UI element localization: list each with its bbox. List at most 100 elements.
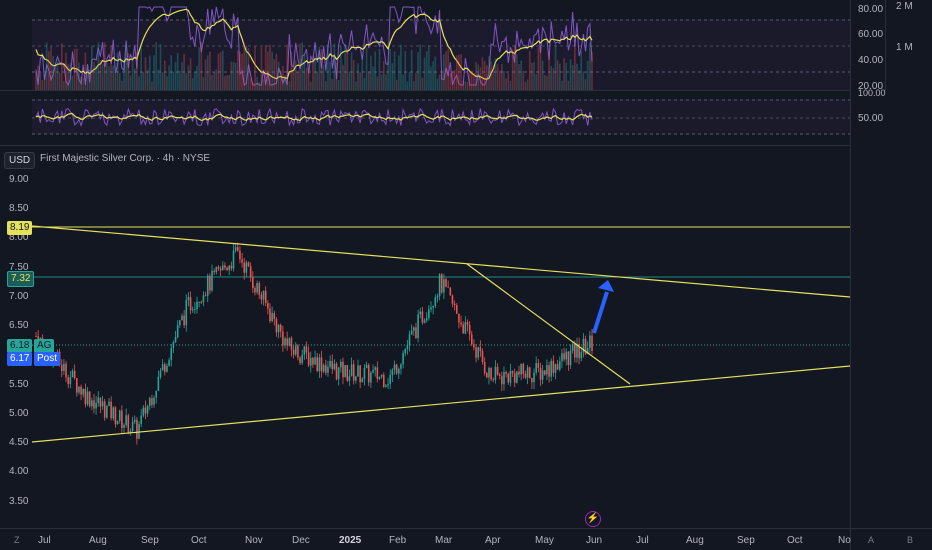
candle-body xyxy=(294,345,297,355)
volume-bar xyxy=(136,52,138,90)
rsi-axis-20: 20.00 xyxy=(858,81,884,92)
volume-bar xyxy=(151,81,153,90)
volume-bar xyxy=(432,61,434,90)
volume-bar xyxy=(301,42,303,90)
lightning-icon[interactable]: ⚡ xyxy=(585,511,601,527)
volume-bar xyxy=(43,74,46,90)
volume-bar xyxy=(367,71,370,90)
volume-bar xyxy=(170,55,173,90)
volume-bar xyxy=(337,80,340,90)
volume-bar xyxy=(453,69,456,90)
price-tag-732[interactable]: 7.32 xyxy=(7,271,35,287)
price-scale[interactable] xyxy=(850,0,932,550)
volume-bar xyxy=(417,52,419,90)
candle-body xyxy=(397,368,400,374)
candle-body xyxy=(451,295,454,304)
descending-trendline[interactable] xyxy=(466,263,631,385)
candle-body xyxy=(335,363,338,380)
volume-bar xyxy=(168,65,170,90)
volume-bar xyxy=(486,65,488,90)
candle-body xyxy=(275,319,278,333)
projection-arrow-shaft[interactable] xyxy=(592,291,609,334)
pane-separator-1[interactable] xyxy=(0,90,850,91)
candle-body xyxy=(423,320,426,323)
rsi-axis-80: 80.00 xyxy=(858,4,884,15)
volume-bar xyxy=(191,78,194,90)
candle-body xyxy=(329,360,331,367)
volume-bar xyxy=(404,51,407,90)
timezone-corner-label[interactable]: Z xyxy=(14,535,20,545)
volume-scale[interactable] xyxy=(885,0,932,90)
volume-bar xyxy=(318,46,321,90)
candle-body xyxy=(73,370,76,379)
candle-body xyxy=(159,370,162,378)
volume-bar xyxy=(140,47,142,90)
volume-bar xyxy=(275,53,278,90)
time-scale[interactable] xyxy=(0,528,932,550)
candle-body xyxy=(539,367,542,380)
volume-bar xyxy=(322,64,325,90)
volume-bar xyxy=(48,51,50,90)
volume-bar xyxy=(245,45,248,90)
candle-body xyxy=(303,346,306,355)
volume-bar xyxy=(121,80,123,90)
volume-bar xyxy=(196,66,198,90)
candle-body xyxy=(277,324,280,333)
price-tag-819[interactable]: 8.19 xyxy=(7,221,33,235)
candle-body xyxy=(537,363,540,368)
volume-bar xyxy=(254,45,256,90)
candle-body xyxy=(99,397,102,407)
volume-bar xyxy=(282,65,284,90)
volume-bar xyxy=(101,64,104,90)
post-market-label: Post xyxy=(34,352,61,366)
volume-bar xyxy=(481,57,484,90)
volume-bar xyxy=(88,69,91,90)
candle-body xyxy=(314,357,316,365)
candle-body xyxy=(67,377,70,385)
volume-bar xyxy=(333,43,336,90)
candle-body xyxy=(131,421,134,431)
volume-bar xyxy=(292,62,295,90)
candle-body xyxy=(580,351,583,359)
projection-arrow-head[interactable] xyxy=(598,280,614,292)
candle-body xyxy=(78,386,80,393)
candle-body xyxy=(176,325,179,338)
volume-bar xyxy=(539,47,542,90)
volume-bar xyxy=(348,71,351,90)
upper-trendline[interactable] xyxy=(31,225,851,298)
volume-bar xyxy=(161,72,164,90)
pane-separator-2[interactable] xyxy=(0,145,850,146)
candle-body xyxy=(228,265,231,271)
volume-bar xyxy=(464,81,467,90)
volume-bar xyxy=(110,45,112,90)
volume-bar xyxy=(589,42,591,90)
candle-body xyxy=(466,322,469,325)
volume-bar xyxy=(320,49,323,90)
candle-body xyxy=(166,365,168,372)
volume-bar xyxy=(256,77,258,90)
log-scale-button[interactable]: B xyxy=(907,535,914,545)
candle-body xyxy=(436,296,439,298)
candle-body xyxy=(219,268,222,271)
volume-bar xyxy=(434,56,437,90)
candle-body xyxy=(395,364,398,374)
volume-bar xyxy=(400,44,402,90)
lower-trendline[interactable] xyxy=(31,365,851,443)
chart-legend-title[interactable]: First Majestic Silver Corp. · 4h · NYSE xyxy=(40,153,211,164)
volume-bar xyxy=(198,47,200,90)
volume-bar xyxy=(243,42,246,90)
candle-body xyxy=(286,338,288,346)
candle-body xyxy=(533,372,535,383)
candle-body xyxy=(528,367,531,379)
candle-body xyxy=(385,385,387,387)
volume-bar xyxy=(387,61,389,90)
candle-body xyxy=(344,365,346,378)
currency-button[interactable]: USD xyxy=(4,152,36,169)
time-label-jun: Jun xyxy=(586,535,603,546)
auto-scale-button[interactable]: A xyxy=(868,535,875,545)
volume-bar xyxy=(503,71,505,90)
volume-bar xyxy=(516,54,518,90)
candle-body xyxy=(316,357,319,372)
